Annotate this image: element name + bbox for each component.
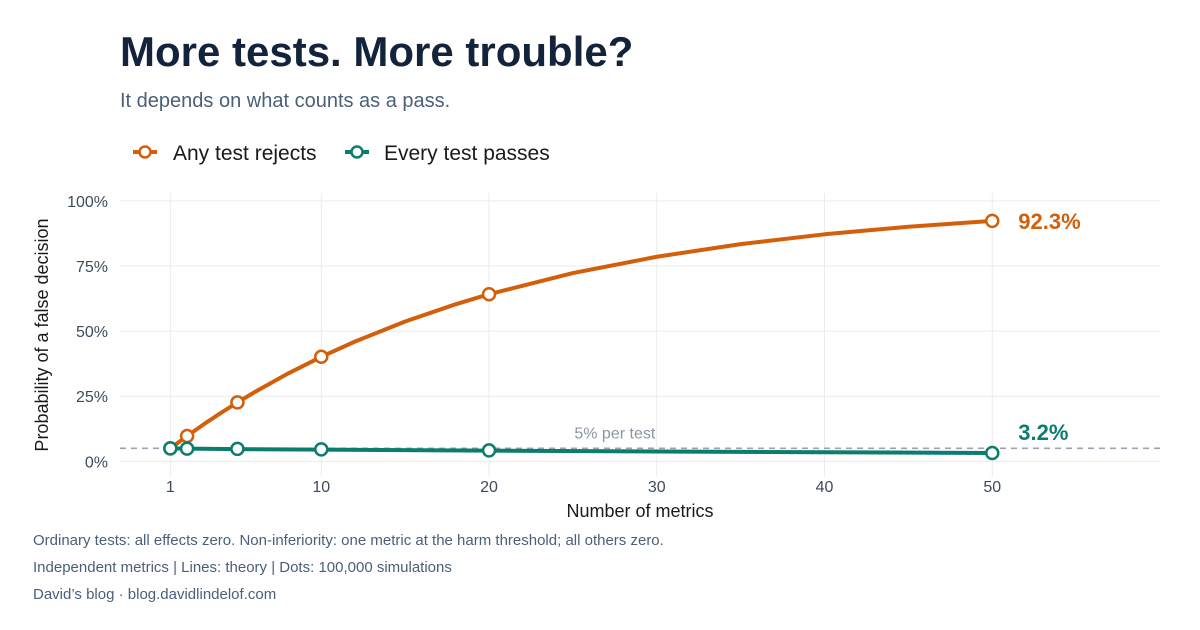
legend: Any test rejects Every test passes: [133, 142, 550, 165]
end-labels: 92.3% 3.2%: [1018, 209, 1080, 445]
data-point: [179, 441, 195, 456]
x-tick-label: 30: [648, 479, 666, 496]
legend-marker-any-test-rejects: [138, 145, 152, 159]
end-label: 92.3%: [1018, 209, 1080, 234]
legend-label-every-test-passes: Every test passes: [384, 142, 550, 165]
series-line: [168, 446, 995, 456]
x-tick-label: 40: [816, 479, 834, 496]
y-tick-label: 50%: [76, 324, 108, 341]
y-tick-label: 75%: [76, 259, 108, 276]
data-point: [314, 442, 329, 457]
y-axis-title: Probability of a false decision: [32, 218, 52, 451]
x-tick-label: 50: [983, 479, 1001, 496]
data-point: [179, 428, 195, 444]
caption-line-2: Independent metrics | Lines: theory | Do…: [33, 559, 452, 576]
data-point: [985, 445, 1000, 461]
data-point: [163, 441, 178, 456]
data-point: [481, 286, 497, 302]
legend-label-any-test-rejects: Any test rejects: [173, 142, 317, 165]
y-tick-label: 100%: [67, 194, 108, 211]
x-tick-label: 20: [480, 479, 498, 496]
caption-line-3: David’s blog · blog.davidlindelof.com: [33, 586, 276, 603]
x-axis-ticks: 1 10 20 30 40 50: [166, 479, 1001, 496]
captions: Ordinary tests: all effects zero. Non-in…: [33, 532, 664, 603]
series-any-test-rejects: [163, 213, 1000, 456]
end-label: 3.2%: [1018, 420, 1068, 445]
reference-line-label: 5% per test: [574, 425, 655, 442]
series-line: [168, 218, 995, 451]
data-point: [985, 213, 1000, 229]
data-point: [230, 395, 245, 410]
data-point: [481, 443, 497, 458]
data-point: [314, 349, 329, 365]
legend-item-every-test-passes: Every test passes: [345, 142, 550, 165]
grid: [120, 193, 1160, 477]
x-axis-title: Number of metrics: [566, 501, 713, 521]
data-point: [230, 441, 245, 457]
y-tick-label: 25%: [76, 389, 108, 406]
chart-title: More tests. More trouble?: [120, 28, 633, 75]
caption-line-1: Ordinary tests: all effects zero. Non-in…: [33, 532, 664, 549]
legend-marker-every-test-passes: [350, 145, 364, 159]
legend-item-any-test-rejects: Any test rejects: [133, 142, 317, 165]
series-layer: [163, 213, 1000, 461]
y-tick-label: 0%: [85, 454, 108, 471]
chart-subtitle: It depends on what counts as a pass.: [120, 90, 450, 112]
series-every-test-passes: [163, 441, 1000, 461]
x-tick-label: 10: [312, 479, 330, 496]
y-axis-ticks: 0% 25% 50% 75% 100%: [67, 194, 108, 472]
reference-line: 5% per test: [120, 425, 1160, 450]
x-tick-label: 1: [166, 479, 175, 496]
